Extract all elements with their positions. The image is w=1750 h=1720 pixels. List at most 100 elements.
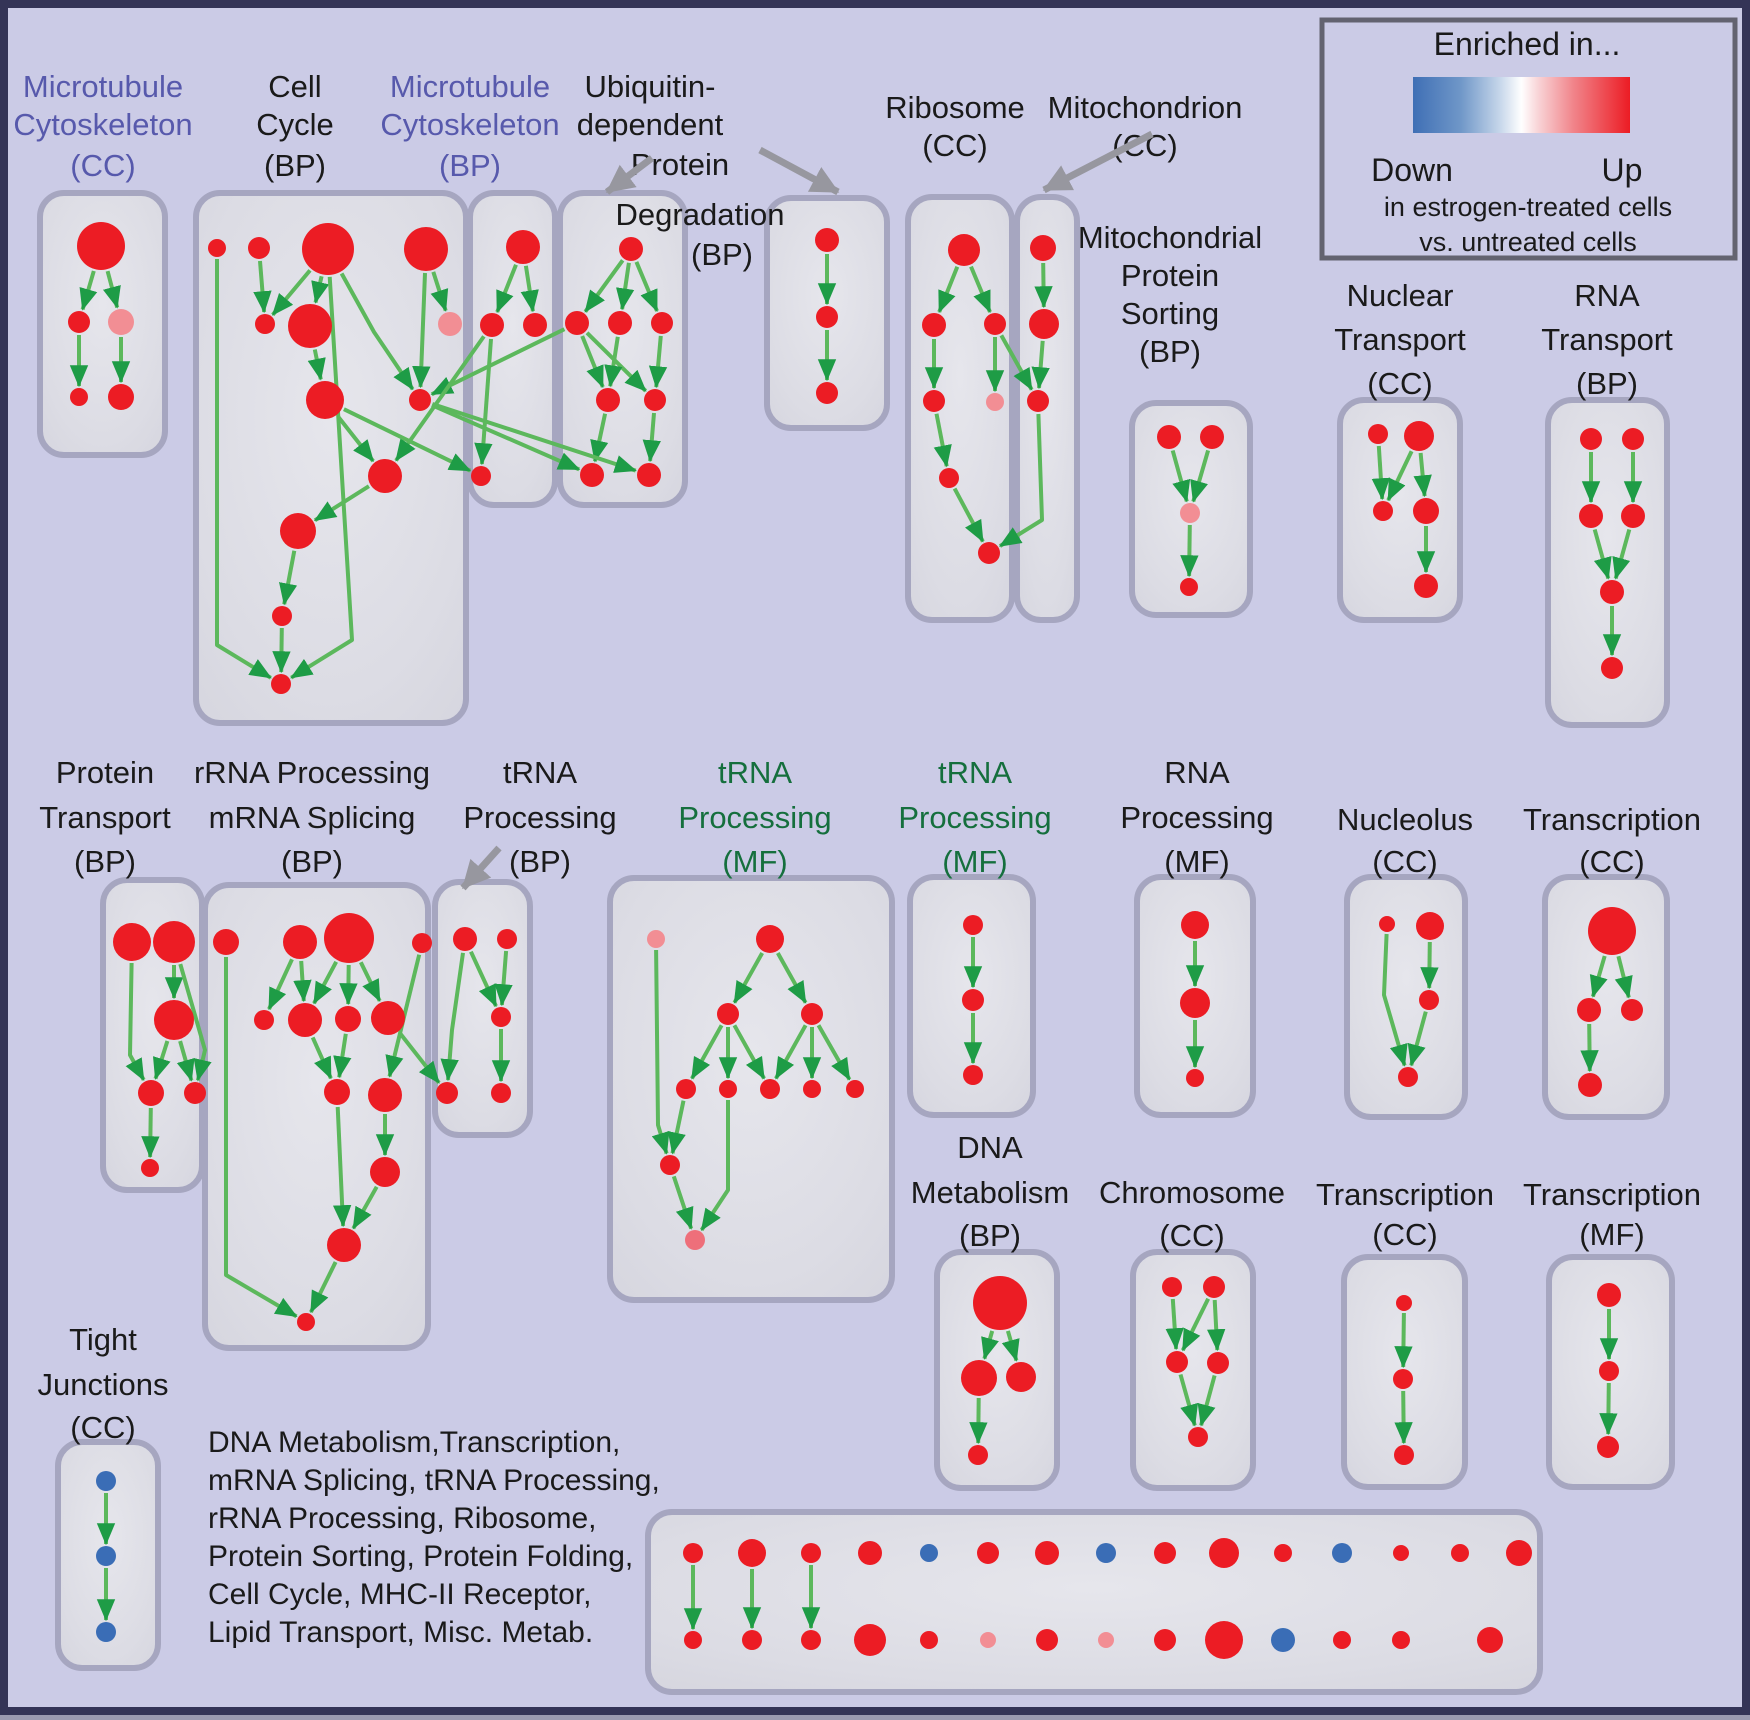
go-term-node-ubi-a-u1 — [619, 237, 643, 261]
edge-mt-bp — [520, 265, 539, 313]
edge-rrna — [351, 1185, 379, 1230]
go-term-node-misc-mb8 — [1098, 1632, 1114, 1648]
go-term-node-cell-cycle-n7 — [438, 312, 462, 336]
go-term-node-mt-cc-e — [108, 384, 134, 410]
cluster-label-trna-mf-a: (MF) — [722, 844, 787, 879]
go-term-node-nucleolus-o3 — [1419, 990, 1439, 1010]
go-term-node-trna-bp-h4 — [436, 1082, 458, 1104]
edge-rrna — [293, 960, 312, 1003]
edge-cell-cycle — [215, 259, 272, 680]
cross-edge — [431, 402, 637, 473]
edge-mt-bp — [474, 338, 493, 466]
edge-cell-cycle — [412, 272, 431, 389]
cluster-label-trans-cc-2: Transcription — [1316, 1177, 1494, 1212]
go-term-node-misc-mb4 — [854, 1624, 886, 1656]
cluster-label-mito-sort: Mitochondrial — [1078, 220, 1262, 255]
go-term-node-ubi-a-u3 — [608, 311, 632, 335]
go-term-node-dna-met-d3 — [1006, 1362, 1036, 1392]
cross-edge — [398, 1031, 441, 1085]
cluster-label-prot-trans: Protein — [56, 755, 154, 790]
cluster-box-dna-met — [934, 1249, 1060, 1491]
edge-chromosome — [1165, 1298, 1184, 1351]
cluster-label-mt-bp: Cytoskeleton — [380, 107, 559, 142]
edge-ribosome — [937, 265, 960, 314]
go-term-node-trna-mf-a-k7 — [760, 1079, 780, 1099]
edge-ubi-a — [616, 262, 635, 311]
edge-mito-sort — [1190, 449, 1211, 503]
cluster-label-trans-cc-1: (CC) — [1579, 844, 1644, 879]
edge-prot-trans — [178, 963, 212, 1082]
cross-edge — [343, 407, 472, 473]
edge-cell-cycle — [253, 260, 272, 314]
go-term-node-rrna-g10 — [368, 1078, 402, 1112]
go-term-node-chromosome-e5 — [1188, 1427, 1208, 1447]
go-term-node-rrna-g11 — [370, 1157, 400, 1187]
go-term-node-trna-mf-a-k2 — [756, 925, 784, 953]
cluster-box-mito — [1014, 194, 1080, 623]
cluster-label-mito-sort: Sorting — [1121, 296, 1219, 331]
edge-ribosome — [969, 265, 992, 314]
go-term-node-ubi-a-u4 — [651, 312, 673, 334]
cluster-label-trans-cc-1: Transcription — [1523, 802, 1701, 837]
edge-rna-trans — [1612, 528, 1632, 580]
go-term-node-misc-mt13 — [1393, 1545, 1409, 1561]
go-term-node-mt-bp-m2 — [480, 313, 504, 337]
edge-cell-cycle — [336, 415, 375, 463]
go-term-node-rna-proc-l3 — [1186, 1069, 1204, 1087]
go-term-node-prot-trans-t3 — [154, 1000, 194, 1040]
go-term-node-misc-mb9 — [1154, 1629, 1176, 1651]
go-term-node-trans-mf-x3 — [1597, 1436, 1619, 1458]
edge-trans-mf — [1599, 1382, 1618, 1436]
cluster-label-mt-cc: Cytoskeleton — [13, 107, 192, 142]
misc-categories-text: DNA Metabolism,Transcription, — [208, 1426, 620, 1459]
go-term-node-rrna-g6 — [288, 1003, 322, 1037]
edge-trans-cc-2 — [1394, 1390, 1413, 1445]
cross-edge — [430, 327, 566, 397]
go-term-node-misc-mt4 — [858, 1541, 882, 1565]
cluster-label-tight-j: (CC) — [70, 1410, 135, 1445]
cluster-label-trans-cc-2: (CC) — [1372, 1217, 1437, 1252]
cluster-label-trna-mf-a: Processing — [678, 800, 831, 835]
go-term-node-trna-mf-a-k10 — [660, 1155, 680, 1175]
annotation-arrow-to-mitochondrion-box — [1042, 130, 1154, 194]
cluster-label-rna-trans: RNA — [1574, 278, 1640, 313]
edge-trans-cc-1 — [1589, 955, 1608, 998]
go-term-node-mito-sort-s2 — [1200, 425, 1224, 449]
edge-nuc-trans — [1386, 450, 1414, 502]
go-term-node-mt-cc-d — [70, 388, 88, 406]
edge-trans-cc-2 — [1394, 1312, 1413, 1369]
edge-mito — [1031, 340, 1050, 390]
go-term-node-misc-mb10 — [1205, 1621, 1243, 1659]
go-term-node-cell-cycle-n4 — [404, 227, 448, 271]
go-term-node-mt-bp-m4 — [471, 466, 491, 486]
go-term-node-nuc-trans-p5 — [1414, 574, 1438, 598]
go-term-node-ribosome-r7 — [978, 542, 1000, 564]
go-term-node-mito-w2 — [1029, 309, 1059, 339]
edge-trna-mf-a — [651, 949, 670, 1155]
edge-chromosome — [1207, 1299, 1226, 1352]
edge-mito — [1034, 262, 1053, 309]
go-term-node-misc-mb14 — [1477, 1627, 1503, 1653]
go-term-node-prot-trans-t1 — [113, 923, 151, 961]
go-term-node-misc-mb1 — [684, 1631, 702, 1649]
go-term-node-nucleolus-o2 — [1416, 912, 1444, 940]
legend-title: Enriched in... — [1434, 26, 1621, 62]
cluster-label-mt-bp: Microtubule — [390, 69, 550, 104]
cluster-label-ubi-a: (BP) — [691, 237, 753, 272]
misc-categories-text: rRNA Processing, Ribosome, — [208, 1502, 596, 1535]
cluster-box-misc — [645, 1509, 1543, 1695]
cluster-label-tight-j: Junctions — [38, 1367, 169, 1402]
edge-trna-bp — [469, 950, 498, 1008]
edge-trna-mf-a — [816, 1024, 852, 1081]
go-term-node-nuc-trans-p1 — [1368, 424, 1388, 444]
go-term-node-misc-mb13 — [1392, 1631, 1410, 1649]
go-term-node-rrna-g12 — [327, 1228, 361, 1262]
cluster-label-tight-j: Tight — [69, 1322, 137, 1357]
edge-rrna — [309, 1261, 338, 1314]
go-term-node-rrna-g13 — [297, 1313, 315, 1331]
edge-dna-met — [1001, 1330, 1020, 1362]
edge-prot-trans — [176, 1040, 195, 1082]
go-term-node-tight-j-y3 — [96, 1622, 116, 1642]
edge-rrna — [310, 1036, 333, 1080]
